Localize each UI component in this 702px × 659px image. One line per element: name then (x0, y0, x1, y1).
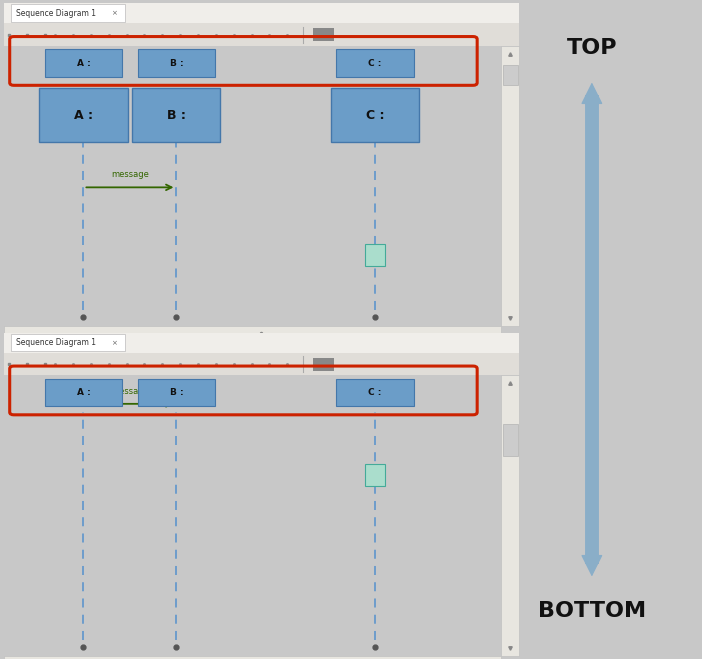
Bar (501, 46, 519, 326)
Text: A :: A : (74, 109, 93, 121)
FancyBboxPatch shape (11, 333, 125, 351)
Text: C :: C : (369, 59, 382, 68)
Bar (4, 23, 519, 46)
FancyBboxPatch shape (45, 49, 122, 77)
Bar (503, 65, 518, 84)
Bar (313, 358, 333, 370)
Text: B :: B : (167, 109, 186, 121)
Text: message: message (111, 387, 149, 396)
FancyBboxPatch shape (331, 88, 419, 142)
Bar (4, 656, 501, 659)
Bar (4, 333, 519, 353)
Text: Sequence Diagram 1: Sequence Diagram 1 (16, 9, 96, 18)
Bar (503, 424, 518, 456)
Bar (4, 3, 519, 23)
Bar (4, 353, 519, 376)
FancyBboxPatch shape (11, 4, 125, 22)
FancyBboxPatch shape (365, 244, 385, 266)
FancyBboxPatch shape (365, 463, 385, 486)
FancyBboxPatch shape (336, 49, 413, 77)
Bar (4, 326, 501, 341)
Text: Sequence Diagram 1: Sequence Diagram 1 (16, 338, 96, 347)
Text: C :: C : (366, 109, 384, 121)
Text: TOP: TOP (567, 38, 617, 59)
Text: A :: A : (77, 59, 91, 68)
FancyBboxPatch shape (138, 49, 215, 77)
Text: ×: × (112, 340, 117, 346)
FancyBboxPatch shape (132, 88, 220, 142)
FancyBboxPatch shape (39, 88, 128, 142)
Text: ×: × (112, 11, 117, 16)
Text: B :: B : (170, 388, 183, 397)
Text: A :: A : (77, 388, 91, 397)
Text: B :: B : (170, 59, 183, 68)
Text: BOTTOM: BOTTOM (538, 600, 646, 621)
Bar (501, 376, 519, 656)
FancyBboxPatch shape (45, 379, 122, 407)
FancyBboxPatch shape (336, 379, 413, 407)
Text: C :: C : (369, 388, 382, 397)
Bar (313, 28, 333, 41)
FancyBboxPatch shape (138, 379, 215, 407)
Text: message: message (111, 170, 149, 179)
